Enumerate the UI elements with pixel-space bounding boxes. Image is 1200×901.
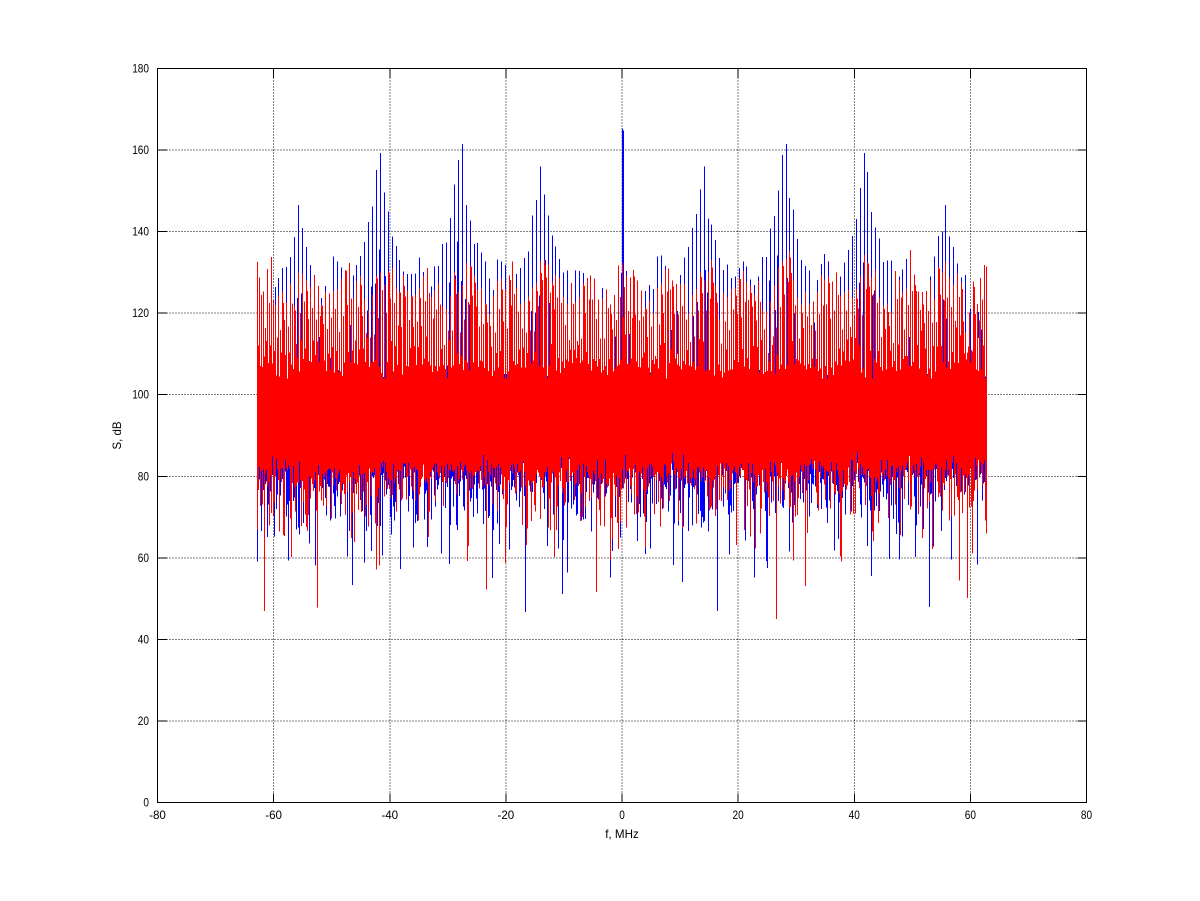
svg-text:140: 140 [132,225,149,239]
svg-text:60: 60 [965,808,976,822]
svg-text:40: 40 [138,632,149,646]
svg-text:0: 0 [619,808,625,822]
svg-text:160: 160 [132,143,149,157]
svg-text:40: 40 [849,808,860,822]
svg-text:60: 60 [138,551,149,565]
svg-text:100: 100 [132,388,149,402]
svg-text:-20: -20 [497,808,514,822]
svg-text:20: 20 [733,808,744,822]
svg-text:20: 20 [138,714,149,728]
svg-text:-60: -60 [265,808,282,822]
svg-text:120: 120 [132,306,149,320]
svg-text:-40: -40 [381,808,398,822]
svg-text:0: 0 [143,796,149,810]
svg-text:f, MHz: f, MHz [605,827,639,841]
svg-text:80: 80 [1081,808,1092,822]
svg-text:80: 80 [138,469,149,483]
svg-text:S, dB: S, dB [110,422,124,450]
svg-text:180: 180 [132,62,149,76]
svg-text:-80: -80 [149,808,166,822]
